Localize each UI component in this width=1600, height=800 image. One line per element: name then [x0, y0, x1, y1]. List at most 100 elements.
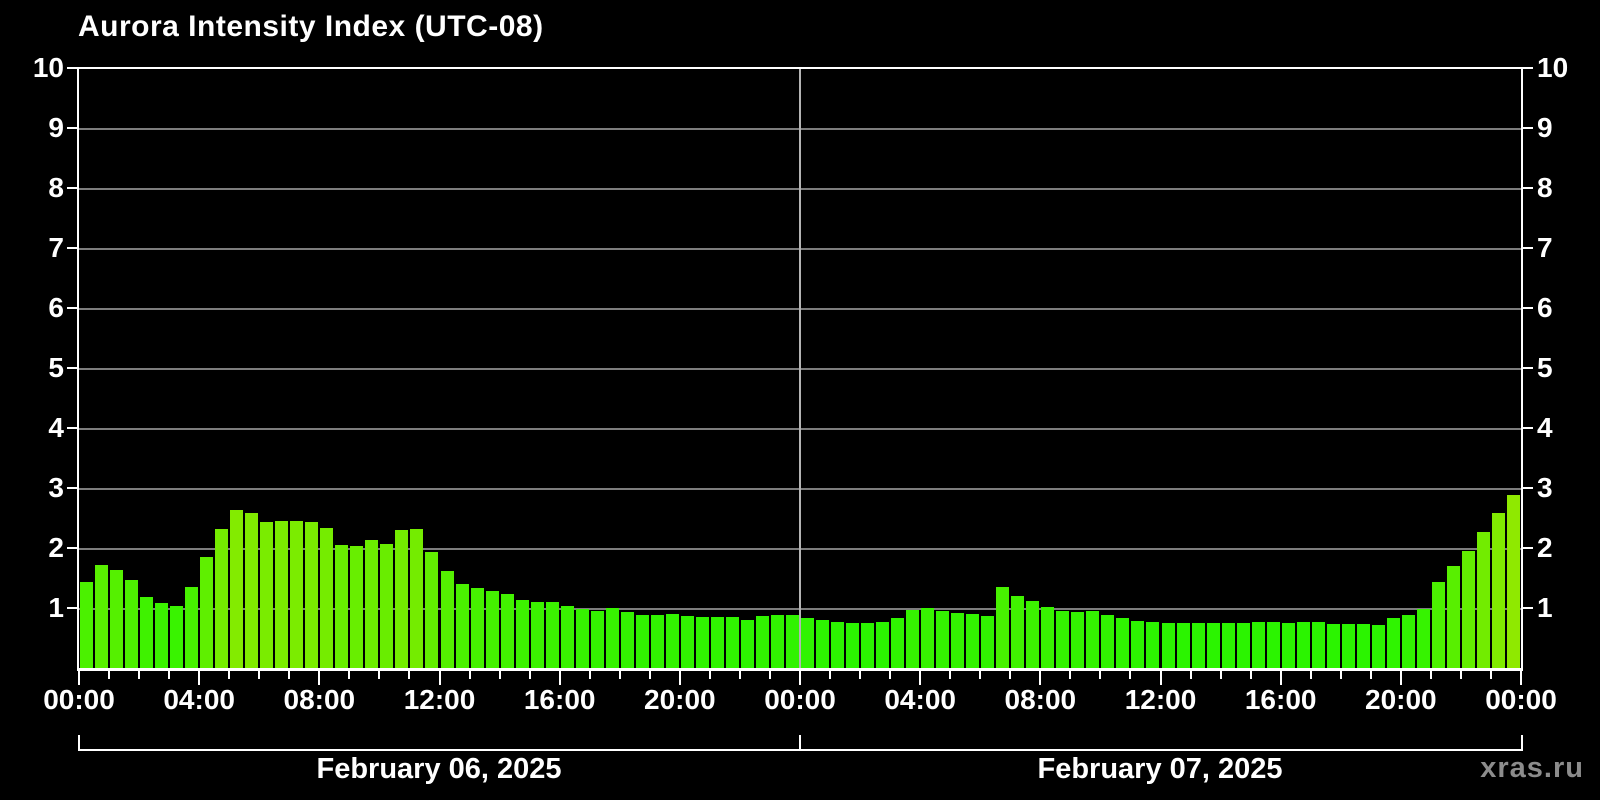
x-tick-minor	[168, 671, 171, 679]
y-axis-label-left: 5	[48, 352, 64, 383]
aurora-bar	[1461, 551, 1475, 668]
aurora-bar	[1131, 621, 1145, 668]
aurora-bar	[275, 521, 289, 668]
x-tick-minor	[108, 671, 111, 679]
aurora-bar	[740, 620, 754, 668]
x-tick-minor	[949, 671, 952, 679]
x-tick-minor	[1249, 671, 1252, 679]
x-axis-label: 12:00	[1124, 684, 1197, 715]
y-axis-label-left: 4	[48, 412, 64, 443]
aurora-bar	[1506, 495, 1520, 668]
x-tick-minor	[1099, 671, 1102, 679]
y-tick-right	[1523, 127, 1533, 129]
x-tick-major	[558, 671, 561, 685]
aurora-bar	[110, 569, 124, 668]
aurora-bar	[1146, 621, 1160, 668]
aurora-bar	[906, 609, 920, 668]
y-axis-label-right: 5	[1537, 352, 1553, 383]
x-axis-label: 12:00	[403, 684, 476, 715]
aurora-bar	[140, 597, 154, 668]
aurora-bar	[770, 615, 784, 668]
x-tick-major	[438, 671, 441, 685]
y-axis-label-left: 7	[48, 232, 64, 263]
aurora-bar	[1341, 624, 1355, 668]
aurora-bar	[470, 588, 484, 668]
aurora-bar	[1176, 623, 1190, 668]
date-bracket-riser	[799, 735, 801, 751]
x-tick-major	[1520, 671, 1522, 685]
aurora-bar	[1056, 611, 1070, 668]
y-tick-right	[1523, 547, 1533, 549]
watermark-xras: xras.ru	[1480, 752, 1584, 784]
y-axis-label-left: 8	[48, 172, 64, 203]
aurora-bar	[1041, 606, 1055, 668]
y-tick-left	[67, 607, 77, 609]
aurora-bar	[876, 622, 890, 668]
y-tick-right	[1523, 607, 1533, 609]
y-tick-left	[67, 307, 77, 309]
aurora-bar	[485, 591, 499, 668]
aurora-bar	[755, 615, 769, 668]
x-tick-minor	[1339, 671, 1342, 679]
date-bracket-riser	[1521, 735, 1523, 751]
x-tick-minor	[738, 671, 741, 679]
y-tick-right	[1523, 187, 1533, 189]
x-tick-minor	[288, 671, 291, 679]
y-tick-right	[1523, 427, 1533, 429]
aurora-bar	[966, 614, 980, 668]
aurora-bar	[1266, 622, 1280, 668]
aurora-bar	[1101, 615, 1115, 668]
plot-frame-right	[1521, 67, 1523, 671]
x-tick-major	[799, 671, 801, 685]
aurora-bar	[1086, 611, 1100, 668]
y-axis-label-right: 7	[1537, 232, 1553, 263]
aurora-bar	[635, 615, 649, 668]
aurora-bar	[1236, 623, 1250, 668]
x-axis-label: 08:00	[283, 684, 356, 715]
y-tick-left	[67, 487, 77, 489]
x-tick-minor	[258, 671, 261, 679]
aurora-bar	[1401, 615, 1415, 668]
aurora-bar	[545, 602, 559, 668]
aurora-bar	[380, 544, 394, 668]
date-label-day1: February 06, 2025	[316, 753, 562, 785]
aurora-bar	[951, 612, 965, 668]
aurora-bar	[710, 617, 724, 668]
aurora-bar	[185, 587, 199, 668]
y-axis-label-right: 6	[1537, 292, 1553, 323]
aurora-bar	[200, 557, 214, 668]
y-tick-right	[1523, 307, 1533, 309]
aurora-bar	[590, 611, 604, 668]
y-axis-label-right: 8	[1537, 172, 1553, 203]
y-axis-label-left: 3	[48, 472, 64, 503]
x-tick-minor	[1009, 671, 1012, 679]
aurora-bar	[981, 615, 995, 668]
aurora-bar	[245, 513, 259, 668]
aurora-bar	[425, 552, 439, 668]
x-tick-minor	[138, 671, 141, 679]
y-axis-label-right: 10	[1537, 52, 1569, 83]
x-tick-minor	[588, 671, 591, 679]
aurora-bar	[1251, 621, 1265, 668]
x-axis-label: 00:00	[43, 684, 115, 715]
x-axis-label: 04:00	[884, 684, 956, 715]
aurora-bar	[395, 530, 409, 668]
aurora-bar	[1221, 623, 1235, 668]
aurora-bar	[155, 603, 169, 668]
x-tick-major	[1159, 671, 1162, 685]
aurora-bar	[665, 614, 679, 668]
x-tick-minor	[859, 671, 862, 679]
y-axis-label-right: 4	[1537, 412, 1553, 443]
aurora-bar	[575, 609, 589, 668]
aurora-bar	[1491, 513, 1505, 668]
x-tick-major	[318, 671, 321, 685]
x-axis-label: 00:00	[764, 684, 836, 715]
aurora-bar	[335, 545, 349, 668]
x-tick-major	[919, 671, 922, 685]
x-tick-minor	[618, 671, 621, 679]
x-tick-major	[678, 671, 681, 685]
aurora-bar	[230, 510, 244, 668]
aurora-bar	[1416, 609, 1430, 668]
plot-frame-top	[77, 67, 1523, 69]
y-axis-label-right: 2	[1537, 532, 1553, 563]
